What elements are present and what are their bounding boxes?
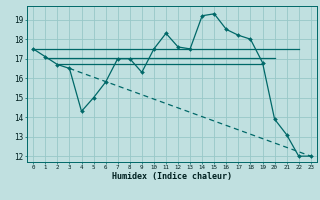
X-axis label: Humidex (Indice chaleur): Humidex (Indice chaleur) (112, 172, 232, 181)
